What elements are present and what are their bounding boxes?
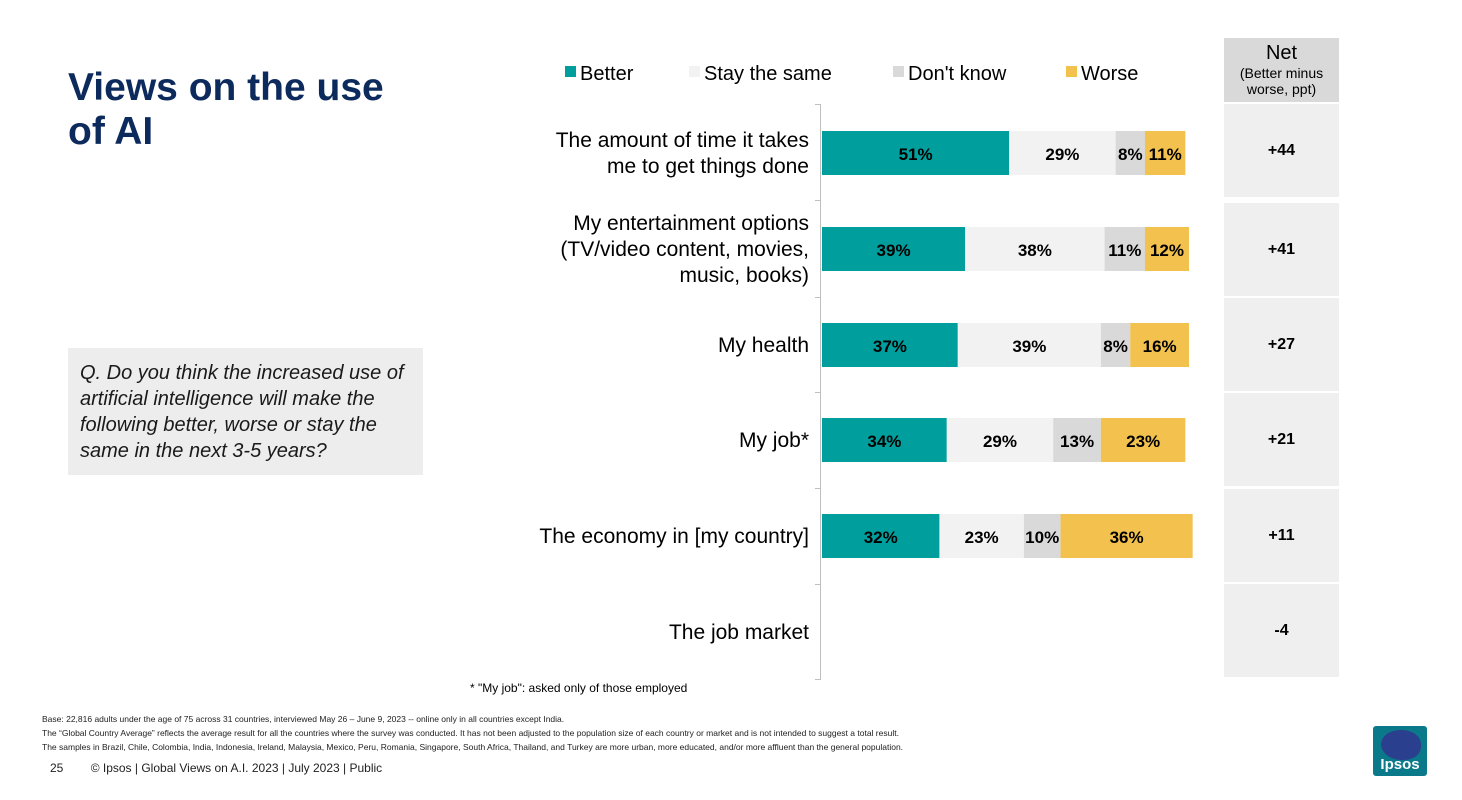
legend-label: Better [580,63,634,85]
bar-don-t-know [1104,227,1145,271]
data-label: 37% [873,337,907,356]
data-label: 29% [983,432,1017,451]
net-subtitle-line2: worse, ppt) [1246,81,1317,97]
data-label: 39% [1012,337,1046,356]
logo-text: Ipsos [1380,756,1420,773]
net-value: +21 [1224,393,1339,486]
survey-question: Q. Do you think the increased use of art… [68,348,423,475]
legend-swatch [565,66,576,77]
category-label: (TV/video content, movies, [560,238,809,261]
category-label: The job market [669,621,809,644]
footnote-my-job: * "My job": asked only of those employed [470,681,688,695]
bar-better [822,227,966,271]
bar-don-t-know [1023,514,1061,558]
net-value: +11 [1224,489,1339,582]
category-label: me to get things done [607,155,809,178]
bar-better [822,131,1010,175]
data-label: 13% [1060,432,1094,451]
data-label: 32% [864,528,898,547]
bar-worse [1144,131,1186,175]
base-notes: Base: 22,816 adults under the age of 75 … [42,712,1042,754]
data-label: 23% [965,528,999,547]
net-value: +27 [1224,298,1339,391]
bar-stay-the-same [946,418,1054,462]
data-label: 8% [1118,145,1143,164]
bar-worse [1100,418,1186,462]
bar-don-t-know [1115,131,1145,175]
bar-better [822,514,940,558]
data-label: 23% [1126,432,1160,451]
net-header: Net (Better minus worse, ppt) [1224,38,1339,102]
stacked-bar-chart: Better Stay the same Don't know Worse The am… [539,63,1193,680]
net-value: +44 [1224,104,1339,197]
legend-swatch [1066,66,1077,77]
data-label: 34% [867,432,901,451]
data-label: 38% [1018,241,1052,260]
bar-worse [1144,227,1189,271]
category-label: My job* [739,429,809,452]
data-label: 8% [1103,337,1128,356]
bar-worse [1130,323,1189,367]
category-label: The amount of time it takes [556,129,809,152]
net-value: +41 [1224,203,1339,296]
footer-text: © Ipsos | Global Views on A.I. 2023 | Ju… [90,761,383,775]
bar-better [822,323,958,367]
legend-swatch [689,66,700,77]
data-label: 36% [1110,528,1144,547]
ipsos-logo: Ipsos [1373,726,1427,776]
net-value: -4 [1224,584,1339,677]
bar-better [822,418,947,462]
page-title: Views on the use of AI [68,66,384,153]
category-label: My entertainment options [573,212,809,235]
bar-stay-the-same [939,514,1024,558]
legend-label: Don't know [908,63,1007,85]
data-label: 39% [877,241,911,260]
bar-worse [1060,514,1193,558]
data-label: 11% [1149,145,1182,164]
data-label: 16% [1143,337,1177,356]
data-label: 10% [1025,528,1059,547]
bar-don-t-know [1100,323,1131,367]
bar-stay-the-same [1009,131,1116,175]
category-label: music, books) [679,264,809,287]
category-label: The economy in [my country] [539,525,809,548]
legend-label: Stay the same [704,63,832,85]
base-note: The samples in Brazil, Chile, Colombia, … [42,742,904,752]
data-label: 29% [1045,145,1079,164]
bar-stay-the-same [957,323,1101,367]
data-label: 12% [1150,241,1184,260]
bar-don-t-know [1053,418,1101,462]
logo-mark-icon [1381,730,1421,760]
footer: 25 © Ipsos | Global Views on A.I. 2023 |… [50,761,382,775]
legend-swatch [893,66,904,77]
net-subtitle-line1: (Better minus [1239,65,1324,81]
category-label: My health [718,334,809,357]
data-label: 51% [899,145,933,164]
base-note: Base: 22,816 adults under the age of 75 … [42,714,565,724]
data-label: 11% [1108,241,1141,260]
net-column: Net (Better minus worse, ppt) +44 +41 +2… [1224,38,1339,677]
base-note: The “Global Country Average” reflects th… [42,728,899,738]
legend-label: Worse [1081,63,1138,85]
bar-stay-the-same [965,227,1105,271]
page-number: 25 [50,761,64,775]
net-title: Net [1265,42,1298,64]
